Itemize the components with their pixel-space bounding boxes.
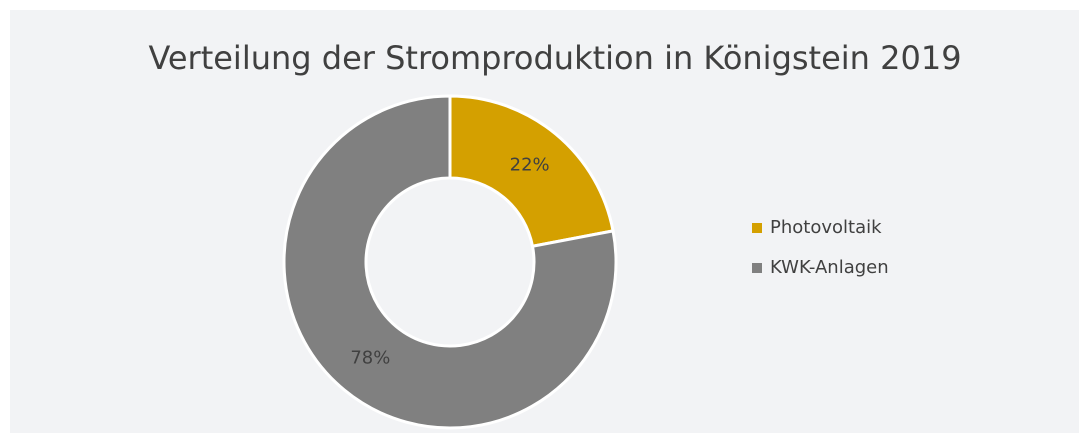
donut-segment [282, 94, 618, 430]
data-label: 22% [510, 155, 550, 176]
legend-label: KWK-Anlagen [770, 257, 889, 278]
donut-segment [448, 94, 615, 249]
legend-label: Photovoltaik [770, 217, 882, 238]
legend-swatch [752, 263, 762, 273]
legend-swatch [752, 223, 762, 233]
data-label: 78% [350, 347, 390, 368]
chart-title: Verteilung der Stromproduktion in Königs… [148, 39, 961, 77]
